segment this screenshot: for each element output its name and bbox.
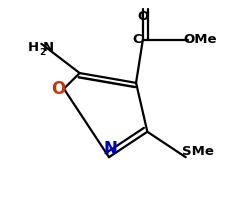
Text: SMe: SMe: [182, 145, 214, 158]
Text: 2: 2: [39, 48, 46, 57]
Text: C: C: [132, 33, 142, 46]
Text: N: N: [43, 41, 54, 54]
Text: O: O: [51, 80, 65, 98]
Text: OMe: OMe: [184, 33, 217, 46]
Text: H: H: [28, 41, 39, 54]
Text: N: N: [103, 140, 117, 158]
Text: O: O: [138, 10, 149, 23]
